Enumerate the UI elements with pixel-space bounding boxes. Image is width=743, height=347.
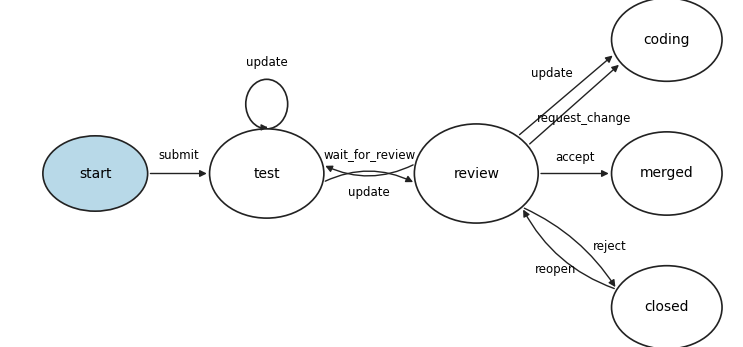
Text: review: review [453, 167, 499, 180]
FancyArrowPatch shape [327, 165, 413, 176]
Text: coding: coding [643, 33, 690, 46]
Ellipse shape [210, 129, 324, 218]
Text: wait_for_review: wait_for_review [323, 148, 415, 161]
Ellipse shape [611, 0, 722, 81]
Text: reopen: reopen [534, 263, 576, 276]
Ellipse shape [415, 124, 538, 223]
FancyArrowPatch shape [325, 171, 412, 181]
FancyArrowPatch shape [524, 211, 614, 289]
Text: update: update [348, 186, 390, 199]
Ellipse shape [611, 266, 722, 347]
Ellipse shape [43, 136, 148, 211]
Text: update: update [246, 57, 288, 69]
Ellipse shape [611, 132, 722, 215]
Text: start: start [79, 167, 111, 180]
Text: request_change: request_change [536, 112, 631, 125]
Text: test: test [253, 167, 280, 180]
FancyArrowPatch shape [525, 208, 614, 286]
Text: accept: accept [555, 151, 594, 163]
Text: update: update [531, 67, 573, 80]
Text: reject: reject [593, 240, 627, 253]
Text: submit: submit [158, 149, 199, 162]
Text: closed: closed [644, 301, 689, 314]
Text: merged: merged [640, 167, 694, 180]
